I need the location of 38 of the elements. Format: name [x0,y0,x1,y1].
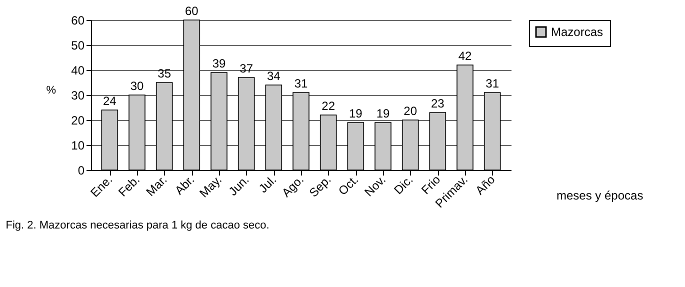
x-tick-label: Feb. [116,172,142,200]
data-label: 22 [322,99,336,113]
x-tick-label: May. [196,172,224,200]
x-tick-label: Abr. [172,172,198,198]
legend-label: Mazorcas [551,25,604,39]
x-tick-label: Mar. [143,172,170,199]
x-tick-label: Ene. [88,172,116,200]
x-tick-label: Jul. [256,172,280,196]
x-tick-label: Sep. [306,172,334,200]
data-label: 31 [486,76,500,90]
data-label: 30 [130,79,144,93]
data-label: 19 [348,106,363,120]
y-tick-label: 60 [71,14,85,28]
data-label: 34 [266,69,281,83]
y-tick-label: 30 [71,88,85,102]
x-tick-label: Dic. [391,172,416,198]
x-tick-label: Ago. [279,172,306,200]
data-label: 39 [212,56,226,70]
data-label: 19 [376,106,390,120]
x-tick-label: Nov. [362,172,388,200]
data-label: 60 [184,4,199,18]
x-tick-label: Oct. [336,172,362,198]
data-label: 42 [458,49,472,63]
data-label: 23 [430,96,445,110]
y-tick-label: 50 [71,38,85,52]
data-label: 31 [294,76,308,90]
data-label: 35 [158,66,172,80]
y-axis-title: % [46,84,56,96]
x-tick-label: Jun. [226,172,252,198]
data-label: 20 [404,104,418,118]
y-tick-label: 20 [71,114,85,128]
y-tick-label: 10 [71,138,85,152]
caption: Fig. 2. Mazorcas necesarias para 1 kg de cacao seco. [6,219,270,232]
x-tick-label: Año [472,172,498,198]
data-label: 24 [102,94,117,108]
y-tick-label: 0 [78,164,85,178]
x-axis-title: meses y épocas [556,188,644,202]
y-tick-label: 40 [71,64,85,78]
